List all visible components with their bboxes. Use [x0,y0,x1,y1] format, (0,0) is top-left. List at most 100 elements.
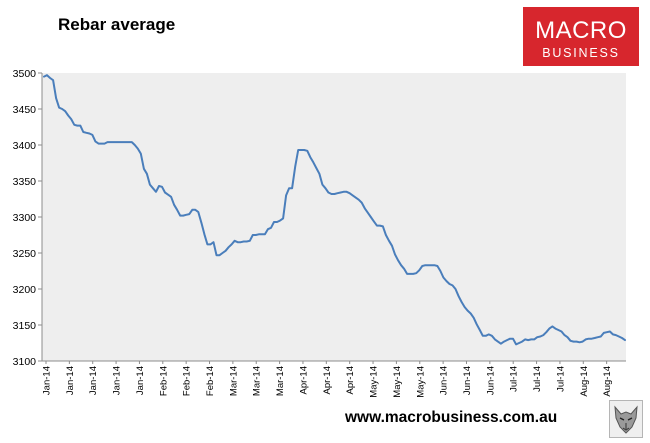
data-point [464,306,466,308]
data-point [106,141,109,143]
data-point [536,336,538,338]
data-point [415,272,417,274]
data-point [461,301,463,303]
data-point [512,338,514,340]
logo-line-macro: MACRO [535,17,627,44]
data-point [448,283,451,285]
data-point [200,222,202,224]
data-point [439,270,441,272]
data-point [146,173,148,175]
data-point [576,341,578,343]
data-point [491,335,493,337]
data-point [191,209,193,211]
data-point [152,187,154,189]
data-point [143,168,145,170]
data-point [97,143,100,145]
data-point [243,240,245,243]
data-points [43,74,626,345]
data-point [88,132,90,135]
website-url[interactable]: www.macrobusiness.com.au [345,409,558,426]
data-point [352,194,354,196]
data-point [361,202,363,204]
data-point [503,341,505,343]
logo-line-business: BUSINESS [542,46,620,60]
data-point [297,149,299,151]
data-point [294,166,296,168]
data-point [539,335,541,338]
data-point [530,338,532,340]
x-tick-label: May-14 [369,366,380,398]
data-point [594,337,596,339]
data-point [497,341,499,343]
data-point [573,341,575,343]
data-point [246,240,248,243]
data-point [315,167,317,169]
x-tick-label: Feb-14 [158,366,169,396]
data-point [161,186,163,188]
data-point [424,264,426,266]
x-tick-label: May-14 [415,366,426,398]
data-point [494,338,496,340]
data-point [52,79,54,81]
data-point [43,76,45,78]
y-tick-label: 3200 [13,284,37,296]
data-point [255,234,257,236]
data-point [340,191,342,194]
data-point [454,288,457,290]
x-tick-label: Jan-14 [42,366,53,395]
data-point [588,338,590,340]
data-point [373,220,375,222]
data-point [64,110,66,112]
data-point [122,141,124,143]
data-point [231,243,233,245]
data-point [267,228,269,230]
x-tick-label: Aug-14 [579,366,590,397]
data-point [412,273,414,275]
y-tick-label: 3350 [13,176,37,188]
data-point [406,273,408,275]
data-point [397,259,399,261]
y-tick-label: 3300 [13,212,37,224]
data-point [240,241,242,243]
x-tick-label: Apr-14 [345,366,356,395]
data-point [409,273,411,275]
macrobusiness-logo[interactable]: MACRO BUSINESS [522,6,640,67]
data-point [488,333,490,335]
data-point [285,194,287,196]
data-point [321,184,323,186]
data-point [367,212,369,214]
data-point [155,191,157,193]
y-tick-label: 3100 [13,356,37,368]
data-point [557,329,560,331]
data-point [82,131,84,133]
data-point [291,187,293,189]
x-tick-label: Jan-14 [65,366,76,395]
data-point [603,332,605,334]
data-point [91,134,93,136]
chart-title: Rebar average [58,15,176,34]
data-point [185,214,187,216]
data-point [600,335,602,338]
data-point [215,254,218,256]
data-point [591,338,593,340]
data-point [279,220,281,222]
data-point [167,194,169,196]
data-point [500,343,502,345]
data-point [524,338,526,340]
data-point [46,74,48,76]
x-tick-label: Feb-14 [205,366,216,396]
data-point [273,221,275,223]
data-point [110,141,112,143]
data-point [306,150,308,152]
data-point [433,264,435,266]
data-point [218,254,221,256]
x-tick-label: Mar-14 [228,366,239,396]
data-point [485,335,487,337]
data-point [234,240,236,242]
data-point [346,191,348,193]
data-point [569,340,572,342]
data-point [137,148,139,150]
data-point [370,216,372,218]
data-point [467,310,469,312]
